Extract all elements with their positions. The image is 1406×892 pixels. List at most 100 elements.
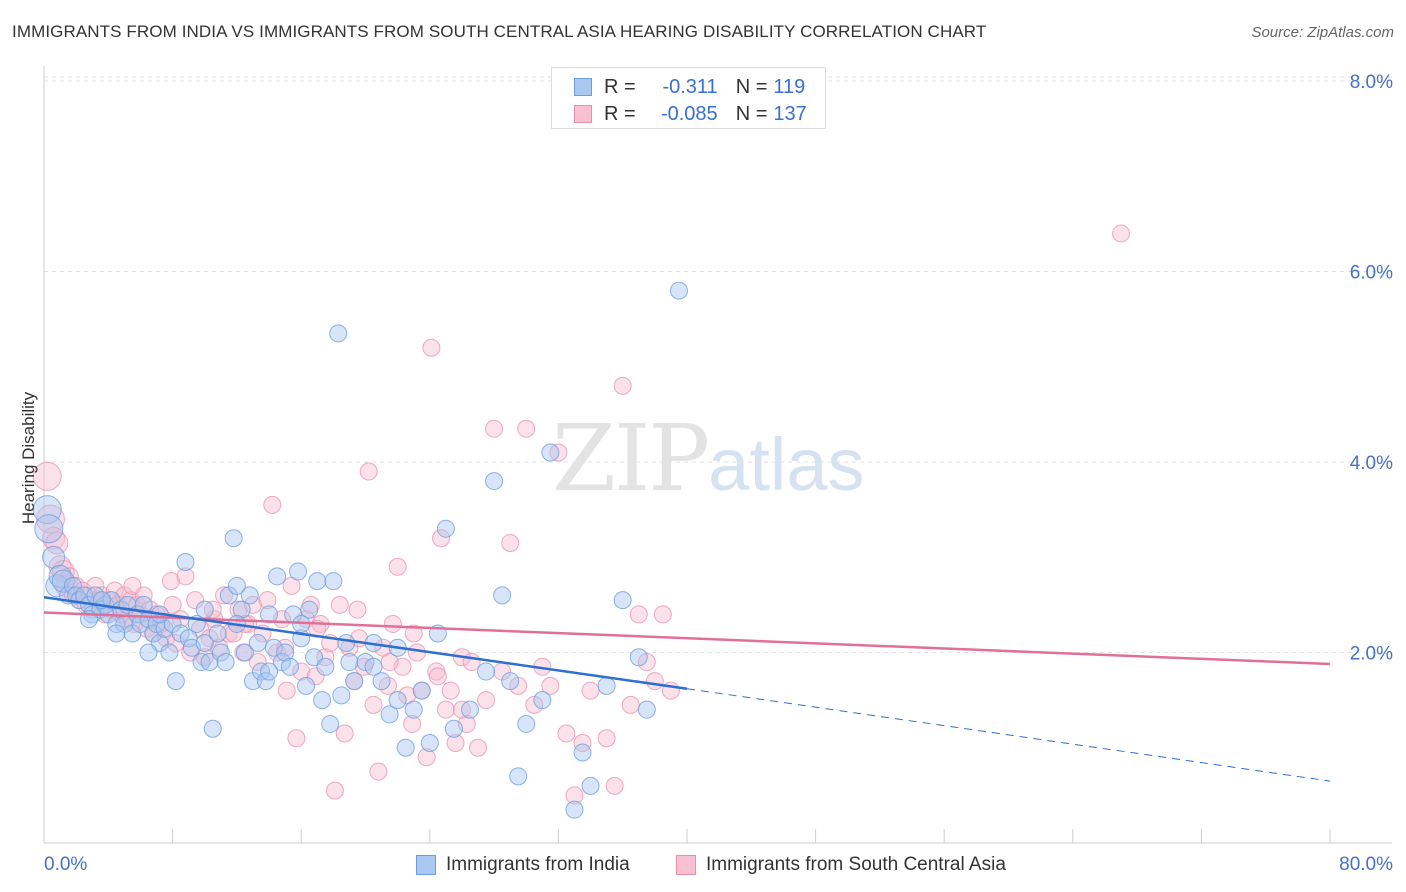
data-point-india [195,633,214,652]
data-point-india [308,572,327,591]
data-point-south-central-asia [404,624,423,643]
data-point-south-central-asia [407,643,426,662]
data-point-india [195,600,214,619]
data-point-south-central-asia [565,786,584,805]
data-point-india [345,672,364,691]
legend-r-label: R = [604,102,636,125]
data-point-india [517,714,536,733]
data-point-india [260,605,279,624]
data-point-south-central-asia [432,529,451,548]
data-point-south-central-asia [613,376,632,395]
data-point-india [388,691,407,710]
data-point-india [235,643,254,662]
data-point-south-central-asia [161,572,180,591]
data-point-india [637,700,656,719]
data-point-india [485,472,504,491]
data-point-india [166,672,185,691]
data-point-india [224,529,243,548]
data-point-india [501,672,520,691]
data-point-india [216,653,235,672]
data-point-south-central-asia [417,748,436,767]
legend-n-label: N = [735,102,768,125]
data-point-india [313,691,332,710]
data-point-india [669,281,688,300]
data-point-india [404,700,423,719]
data-point-india [176,553,195,572]
data-point-south-central-asia [517,419,536,438]
trend-line-south-central-asia [43,611,1331,666]
data-point-india [288,562,307,581]
data-point-south-central-asia [446,733,465,752]
data-point-india [203,719,222,738]
data-point-south-central-asia [379,676,398,695]
data-point-south-central-asia [436,700,455,719]
data-point-south-central-asia [42,526,66,550]
data-point-south-central-asia [292,662,311,681]
bottom-legend-label-india: Immigrants from India [446,854,630,875]
trend-line-india [43,596,688,690]
data-point-india [144,624,163,643]
data-point-india [340,653,359,672]
data-point-india [372,672,391,691]
data-point-india [324,572,343,591]
data-point-south-central-asia [137,619,156,638]
y-tick-label: 2.0% [1350,644,1393,665]
data-point-india [329,324,348,343]
x-tick-label-max: 80.0% [1339,854,1393,875]
data-point-south-central-asia [359,462,378,481]
data-point-india [160,643,179,662]
data-point-india [134,595,153,614]
data-point-south-central-asia [258,591,277,610]
data-point-india [477,662,496,681]
data-point-india [493,586,512,605]
data-point-south-central-asia [469,738,488,757]
data-point-south-central-asia [186,591,205,610]
data-point-south-central-asia [348,600,367,619]
data-point-india [256,672,275,691]
data-point-south-central-asia [441,681,460,700]
bottom-legend-swatch-south-central-asia [676,855,696,875]
legend-r-value: -0.085 [660,102,718,125]
data-point-india [42,545,66,569]
data-point-south-central-asia [1112,224,1131,243]
source-label: Source: ZipAtlas.com [1251,24,1394,41]
trend-line-india-extension [686,688,1331,782]
data-point-india [509,767,528,786]
data-point-south-central-asia [163,595,182,614]
data-point-india [280,657,299,676]
legend-r-label: R = [604,75,636,98]
data-point-south-central-asia [340,638,359,657]
data-point-india [276,643,295,662]
data-point-south-central-asia [123,576,142,595]
data-point-south-central-asia [557,724,576,743]
data-point-south-central-asia [335,724,354,743]
data-point-india [420,733,439,752]
data-point-india [32,495,62,525]
data-point-south-central-asia [581,681,600,700]
y-axis-label: Hearing Disability [19,391,38,524]
data-point-south-central-asia [645,672,664,691]
data-point-south-central-asia [485,419,504,438]
y-tick-label: 8.0% [1350,72,1393,93]
data-point-india [227,576,246,595]
data-point-india [240,586,259,605]
data-point-south-central-asia [573,733,592,752]
data-point-india [248,633,267,652]
data-point-south-central-asia [653,605,672,624]
data-point-south-central-asia [215,586,234,605]
data-point-south-central-asia [477,691,496,710]
data-point-india [380,705,399,724]
data-point-india [300,600,319,619]
data-point-south-central-asia [369,762,388,781]
data-point-india [297,676,316,695]
data-point-india [573,743,592,762]
data-point-india [139,643,158,662]
data-point-south-central-asia [263,495,282,514]
data-point-india [412,681,431,700]
data-point-south-central-asia [388,557,407,576]
y-tick-label: 4.0% [1350,453,1393,474]
y-tick-label: 6.0% [1350,263,1393,284]
data-point-india [613,591,632,610]
data-point-india [541,443,560,462]
